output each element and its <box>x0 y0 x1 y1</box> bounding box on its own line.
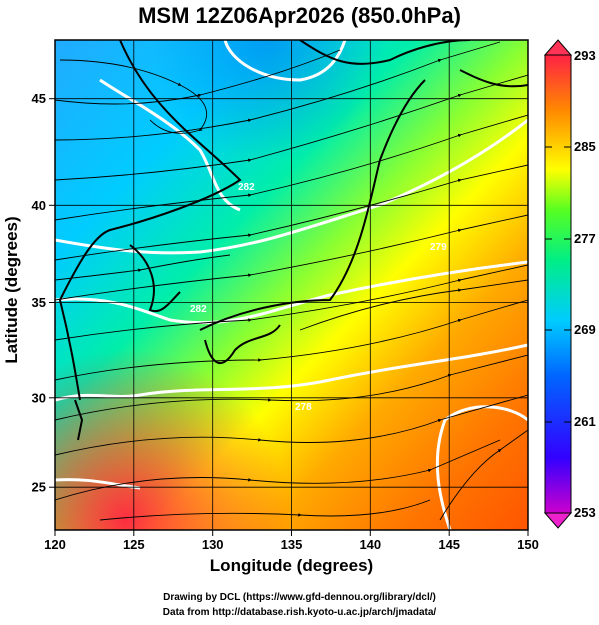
y-tick-label: 25 <box>32 480 46 495</box>
x-tick-label: 125 <box>123 537 145 552</box>
colorbar-tick-label: 293 <box>574 48 596 63</box>
x-tick-label: 130 <box>202 537 224 552</box>
credit-data-source: Data from http://database.rish.kyoto-u.a… <box>162 607 437 618</box>
y-tick-labels: 25 30 35 40 45 <box>32 91 46 495</box>
colorbar: 293 285 277 269 261 253 <box>543 39 596 529</box>
contour-label: 282 <box>238 182 255 193</box>
y-tick-label: 45 <box>32 91 46 106</box>
colorbar-top-arrow <box>543 39 573 56</box>
y-tick-label: 40 <box>32 198 46 213</box>
colorbar-bottom-arrow <box>543 512 573 529</box>
credit-drawing: Drawing by DCL (https://www.gfd-dennou.o… <box>163 592 436 603</box>
x-tick-label: 145 <box>438 537 460 552</box>
map-title: MSM 12Z06Apr2026 (850.0hPa) <box>138 3 461 28</box>
contour-label: 278 <box>295 402 312 413</box>
y-axis-label: Latitude (degrees) <box>2 216 21 364</box>
x-tick-label: 140 <box>359 537 381 552</box>
x-tick-label: 150 <box>517 537 539 552</box>
x-tick-label: 120 <box>44 537 66 552</box>
y-axis-ticks <box>49 98 55 488</box>
colorbar-tick-label: 253 <box>574 505 596 520</box>
y-tick-label: 35 <box>32 295 46 310</box>
colorbar-tick-label: 261 <box>574 414 596 429</box>
contour-label: 279 <box>430 242 447 253</box>
graticule <box>55 40 528 530</box>
colorbar-tick-label: 269 <box>574 322 596 337</box>
colorbar-tick-label: 285 <box>574 139 596 154</box>
x-axis-label: Longitude (degrees) <box>209 556 374 575</box>
colorbar-scale <box>544 54 572 514</box>
x-axis-ticks <box>54 530 529 536</box>
contour-label: 282 <box>190 304 207 315</box>
colorbar-tick-label: 277 <box>574 231 596 246</box>
x-tick-labels: 120 125 130 135 140 145 150 <box>44 537 539 552</box>
x-tick-label: 135 <box>281 537 303 552</box>
wind-streamlines <box>55 41 528 521</box>
y-tick-label: 30 <box>32 390 46 405</box>
